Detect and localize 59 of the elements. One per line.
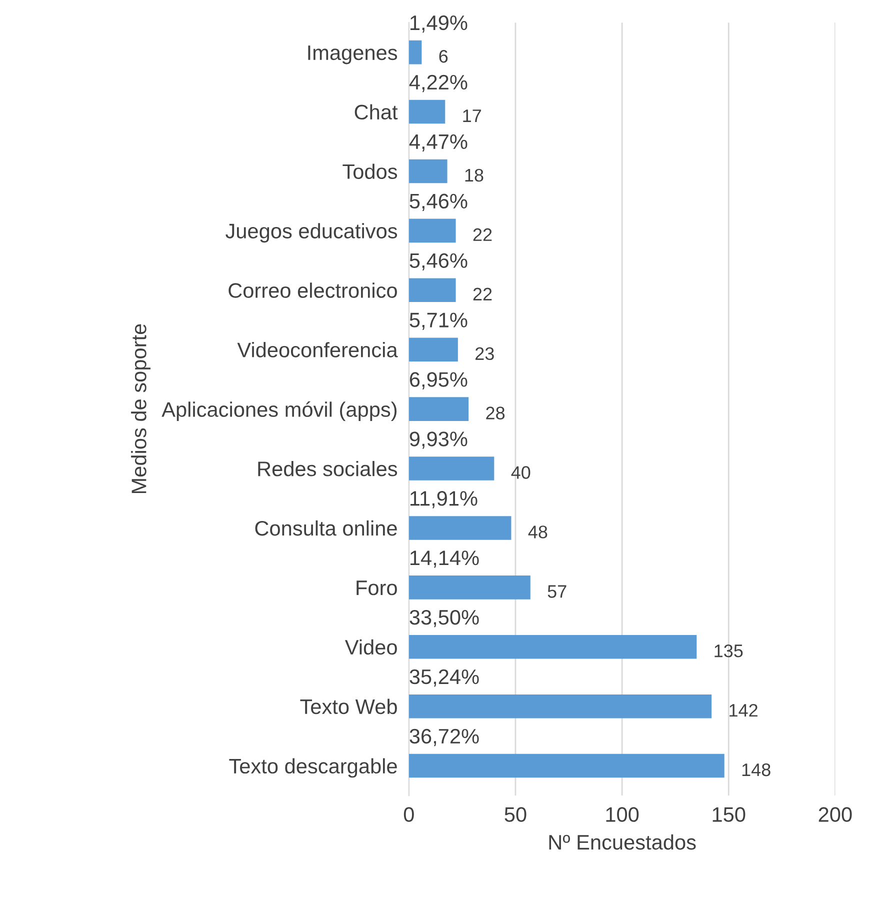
annotation: 5,71% [410, 312, 468, 330]
annotation: 5,46% [410, 194, 468, 211]
bar [408, 456, 494, 480]
bar [408, 40, 422, 64]
bar [408, 516, 512, 540]
data-label: 18 [465, 168, 484, 182]
annotation: 9,93% [410, 432, 468, 449]
data-label: 148 [742, 763, 770, 776]
data-label: 28 [486, 406, 505, 420]
annotation: 36,72% [410, 728, 479, 746]
y-tick-label: Consulta online [255, 520, 397, 536]
y-axis-title: Medios de soporte [131, 324, 150, 494]
x-tick-label: 50 [504, 807, 526, 822]
annotation: 1,49% [410, 15, 468, 33]
x-axis-title: Nº Encuestados [549, 834, 696, 850]
bar [408, 278, 456, 302]
y-tick-label: Chat [354, 104, 398, 120]
y-tick-label: Correo electronico [228, 282, 397, 298]
y-tick-label: Texto descargable [229, 758, 397, 778]
data-label: 135 [714, 644, 743, 658]
y-tick-label: Redes sociales [258, 460, 398, 476]
x-tick-label: 0 [404, 807, 414, 822]
y-tick-label: Texto Web [300, 698, 397, 714]
data-label: 57 [548, 585, 566, 598]
y-tick-label: Todos [342, 164, 398, 179]
bar [408, 338, 458, 362]
annotation: 4,22% [409, 74, 468, 92]
y-tick-label: Juegos educativos [226, 223, 398, 243]
annotation: 6,95% [410, 372, 468, 390]
annotation: 33,50% [410, 610, 479, 628]
data-label: 142 [730, 704, 758, 717]
data-label: 17 [463, 110, 481, 122]
data-label: 22 [473, 288, 492, 300]
data-label: 6 [439, 50, 448, 63]
bar [408, 159, 448, 184]
data-label: 40 [511, 466, 530, 479]
y-tick-label: Imagenes [308, 46, 398, 64]
bar [408, 576, 530, 600]
data-label: 22 [473, 228, 492, 241]
annotation: 14,14% [410, 550, 479, 568]
x-tick-label: 150 [712, 807, 746, 822]
bar [408, 218, 456, 243]
bar [408, 694, 712, 718]
data-label: 48 [528, 526, 548, 538]
bar [408, 634, 697, 659]
x-tick-label: 200 [818, 807, 852, 822]
bar [408, 100, 446, 124]
y-tick-label: Foro [356, 580, 397, 596]
annotation: 4,47% [409, 134, 468, 152]
annotation: 35,24% [410, 669, 479, 687]
bar [408, 397, 469, 421]
x-tick-label: 100 [606, 807, 639, 822]
y-tick-label: Aplicaciones móvil (apps) [162, 401, 397, 422]
annotation: 5,46% [410, 253, 468, 270]
annotation: 11,91% [410, 491, 478, 508]
y-tick-label: Video [344, 639, 397, 655]
y-tick-label: Videoconferencia [237, 342, 398, 358]
data-label: 23 [476, 347, 494, 360]
bar [408, 754, 724, 778]
